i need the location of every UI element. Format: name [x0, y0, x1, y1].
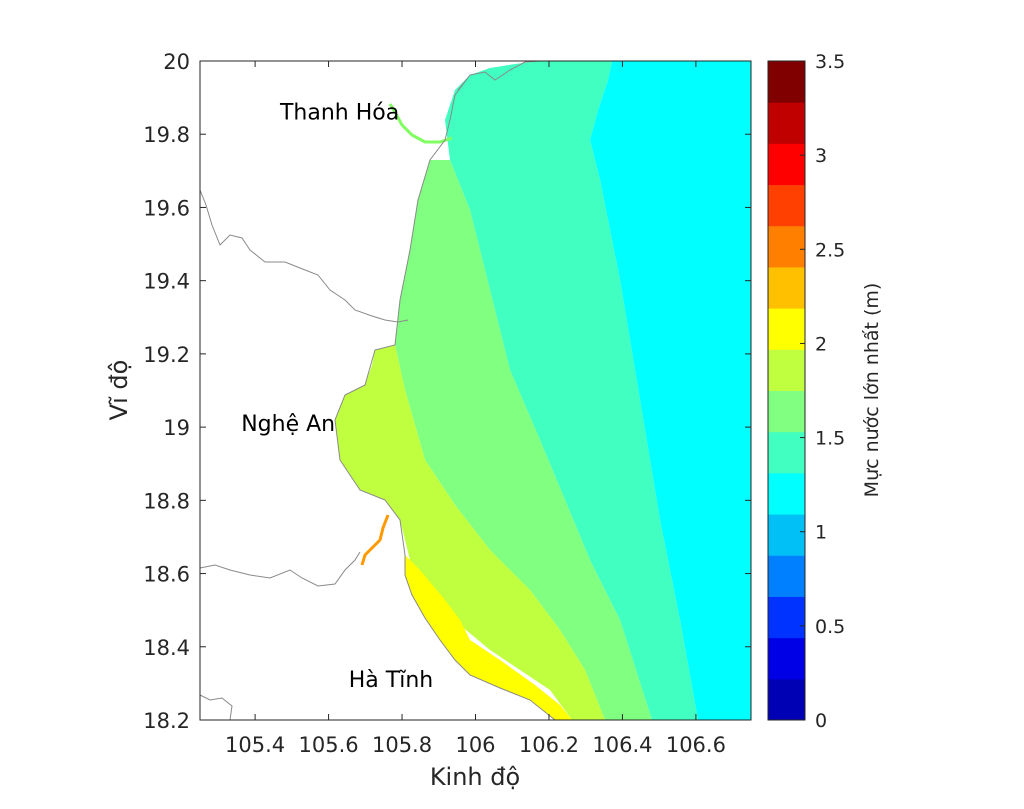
- colorbar-tick-label: 2: [815, 333, 827, 355]
- colorbar-tick-label: 0: [815, 710, 827, 732]
- colorbar-tick-label: 0.5: [815, 616, 845, 638]
- coastline-north: [469, 60, 541, 81]
- colorbar-tick-label: 2.5: [815, 239, 845, 261]
- y-tick-label: 20: [163, 50, 190, 74]
- x-tick-label: 106.4: [592, 733, 652, 757]
- y-tick-label: 18.8: [143, 489, 190, 513]
- river-thanh-hoa: [388, 103, 453, 144]
- colorbar-tick-label: 1.5: [815, 428, 845, 450]
- x-tick-label: 106: [455, 733, 495, 757]
- y-tick-label: 18.6: [143, 563, 190, 587]
- x-axis: 105.4 105.6 105.8 106 106.2 106.4 106.6: [225, 61, 726, 757]
- y-tick-label: 19: [163, 416, 190, 440]
- colorbar-segment: [768, 184, 805, 227]
- colorbar-tick-label: 3.5: [815, 51, 845, 73]
- x-tick-label: 106.2: [519, 733, 579, 757]
- boundary-thanh-nghe: [199, 189, 409, 323]
- colorbar: [767, 60, 806, 721]
- colorbar-segment: [768, 555, 805, 597]
- boundary-ha-tinh-south: [199, 694, 233, 721]
- colorbar-segment: [768, 225, 805, 268]
- region-label: Nghệ An: [241, 412, 335, 437]
- colorbar-segment: [768, 308, 805, 350]
- zone-1-75-2-0: [395, 160, 652, 720]
- zone-1-5-1-75: [445, 61, 698, 720]
- coastline-main: [334, 74, 556, 721]
- x-tick-label: 105.6: [299, 733, 359, 757]
- zone-1-25-1-5: [590, 61, 751, 720]
- colorbar-segment: [768, 514, 805, 556]
- y-tick-label: 19.8: [143, 123, 190, 147]
- y-tick-label: 18.2: [143, 709, 190, 733]
- colorbar-segment: [768, 102, 805, 144]
- colorbar-segment: [768, 637, 805, 680]
- colorbar-segment: [768, 390, 805, 433]
- x-tick-label: 105.4: [225, 733, 285, 757]
- colorbar-segment: [768, 678, 805, 721]
- y-axis-title: Vĩ độ: [105, 360, 133, 421]
- colorbar-tick-label: 3: [815, 145, 827, 167]
- x-tick-label: 105.8: [372, 733, 432, 757]
- colorbar-segment: [768, 61, 805, 103]
- colorbar-title: Mực nước lớn nhất (m): [861, 283, 883, 498]
- colorbar-segment: [768, 143, 805, 186]
- y-tick-label: 19.6: [143, 196, 190, 220]
- colorbar-segment: [768, 472, 805, 515]
- river-nghe-an: [360, 514, 390, 566]
- colorbar-ticks: 0 0.5 1 1.5 2 2.5 3 3.5: [800, 51, 845, 732]
- y-axis: 20 19.8 19.6 19.4 19.2 19 18.8 18.6 18.4 18.2: [143, 50, 751, 733]
- plot-area: [199, 60, 752, 721]
- y-tick-label: 19.4: [143, 270, 190, 294]
- colorbar-segment: [768, 596, 805, 639]
- y-tick-label: 18.4: [143, 636, 190, 660]
- zone-2-0-2-25: [335, 345, 605, 720]
- region-label: Hà Tĩnh: [349, 668, 433, 693]
- colorbar-segment: [768, 349, 805, 391]
- colorbar-segment: [768, 266, 805, 309]
- x-tick-label: 106.6: [666, 733, 726, 757]
- y-tick-label: 19.2: [143, 343, 190, 367]
- x-axis-title: Kinh độ: [430, 763, 520, 791]
- colorbar-frame: [767, 60, 806, 721]
- region-labels: Thanh Hóa Nghệ An Hà Tĩnh: [241, 101, 433, 693]
- colorbar-tick-label: 1: [815, 522, 827, 544]
- boundary-nghe-ha: [199, 551, 361, 587]
- region-label: Thanh Hóa: [279, 101, 399, 126]
- colorbar-segment: [768, 431, 805, 474]
